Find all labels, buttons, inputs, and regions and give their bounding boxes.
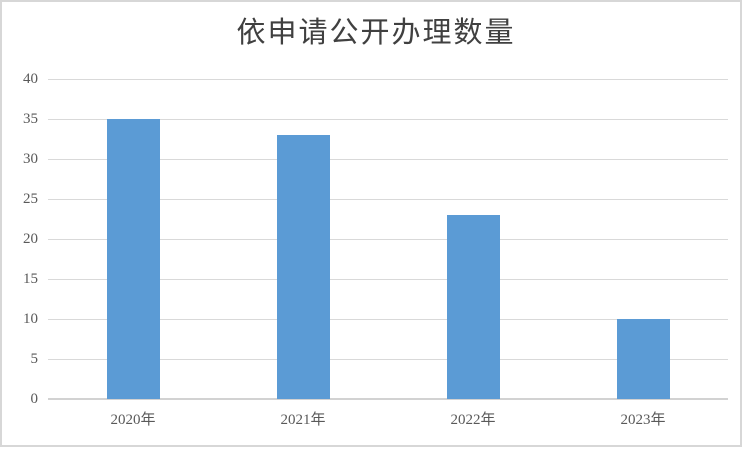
bar-2023年 (616, 319, 670, 399)
gridline (48, 198, 728, 200)
gridline (48, 118, 728, 120)
y-tick-label: 5 (30, 351, 39, 367)
gridline (48, 158, 728, 160)
gridline (48, 78, 728, 80)
y-tick-label: 20 (23, 231, 38, 247)
y-tick-label: 35 (23, 111, 38, 127)
y-tick-label: 30 (23, 151, 38, 167)
x-axis-label: 2023年 (620, 412, 666, 428)
gridline (48, 238, 728, 240)
bar-2020年 (106, 119, 160, 399)
bar-2021年 (276, 135, 330, 399)
x-axis-label: 2021年 (280, 412, 326, 428)
y-tick-label: 0 (30, 391, 39, 407)
x-axis-line (48, 398, 728, 400)
bar-2022年 (446, 215, 500, 399)
y-tick-label: 40 (23, 71, 38, 87)
x-axis-label: 2020年 (110, 412, 156, 428)
y-tick-label: 10 (23, 311, 38, 327)
y-tick-label: 15 (23, 271, 38, 287)
gridline (48, 278, 728, 280)
chart-title: 依申请公开办理数量 (236, 17, 516, 49)
x-axis-label: 2022年 (450, 412, 496, 428)
y-tick-label: 25 (23, 191, 38, 207)
gridline (48, 318, 728, 320)
gridline (48, 358, 728, 360)
